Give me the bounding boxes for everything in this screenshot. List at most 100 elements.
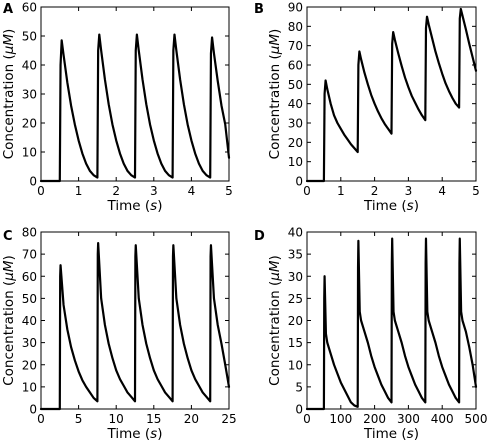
panel-d-x-tick-label: 500 bbox=[465, 412, 488, 426]
panel-d-y-axis-label: Concentration (μM) bbox=[267, 255, 283, 386]
panel-c-axes-frame bbox=[40, 231, 230, 410]
panel-d-x-axis-label: Time (s) bbox=[363, 426, 419, 442]
panel-a-y-axis-label-text: Concentration bbox=[1, 64, 17, 160]
panel-b-y-tick-label: 10 bbox=[288, 155, 303, 169]
panel-c-y-axis-label: Concentration (μM) bbox=[1, 255, 17, 386]
panel-c-x-axis-label-open: ( bbox=[141, 426, 151, 442]
panel-d-y-tick-label: 35 bbox=[288, 248, 303, 262]
panel-d-x-axis-label-close: ) bbox=[414, 426, 419, 442]
panel-d-ticks: 0 100 200 300 400 500 0 5 10 15 20 25 30 35 40 bbox=[288, 226, 488, 427]
panel-b-x-tick-label: 4 bbox=[438, 184, 446, 198]
panel-d-x-tick-label: 200 bbox=[363, 412, 386, 426]
panel-b-x-tick-label: 5 bbox=[472, 184, 480, 198]
panel-b-y-tick-label: 20 bbox=[288, 136, 303, 150]
panel-c-x-axis-label: Time (s) bbox=[107, 426, 163, 442]
panel-b-y-tick-label: 60 bbox=[288, 59, 303, 73]
panel-label-d: D bbox=[254, 229, 265, 244]
panel-c-y-tick-label: 50 bbox=[22, 292, 37, 306]
panel-a-x-tick-label: 3 bbox=[150, 184, 158, 198]
panel-b-x-axis-label-open: ( bbox=[397, 198, 407, 214]
panel-c-y-axis-label-text: Concentration bbox=[1, 290, 17, 386]
panel-a-x-tick-label: 1 bbox=[75, 184, 83, 198]
panel-label-c: C bbox=[3, 229, 13, 244]
panel-b-y-tick-label: 40 bbox=[288, 97, 303, 111]
panel-b-x-tick-label: 2 bbox=[371, 184, 379, 198]
panel-d-x-tick-label: 400 bbox=[431, 412, 454, 426]
panel-d-y-tick-label: 40 bbox=[288, 226, 303, 240]
panel-d-y-tick-label: 15 bbox=[288, 336, 303, 350]
panel-b-y-axis-unit: μM bbox=[267, 34, 283, 56]
panel-d-axes-frame bbox=[306, 231, 477, 410]
panel-c-y-tick-label: 60 bbox=[22, 270, 37, 284]
panel-a-x-tick-label: 2 bbox=[112, 184, 120, 198]
panel-d-y-axis-label-open: ( bbox=[267, 281, 283, 291]
panel-a-x-tick-label: 4 bbox=[188, 184, 196, 198]
panel-b-x-axis-label-text: Time bbox=[363, 198, 397, 214]
panel-a-series-line bbox=[39, 33, 231, 183]
panel-b-series-line bbox=[305, 7, 478, 183]
panel-c-x-tick-label: 10 bbox=[109, 412, 124, 426]
panel-c-x-axis-label-text: Time bbox=[107, 426, 141, 442]
panel-d-x-tick-label: 100 bbox=[329, 412, 352, 426]
panel-a-y-tick-label: 50 bbox=[22, 30, 37, 44]
panel-b-x-axis-label-close: ) bbox=[414, 198, 419, 214]
panel-c-x-axis-label-close: ) bbox=[157, 426, 162, 442]
panel-b-y-tick-label: 30 bbox=[288, 117, 303, 131]
panel-b-y-tick-label: 70 bbox=[288, 39, 303, 53]
panel-a-axes-frame bbox=[40, 6, 230, 182]
panel-c-series-line bbox=[39, 241, 231, 411]
panel-c-ticks: 0 5 10 15 20 25 0 10 20 30 40 50 60 70 80 bbox=[22, 226, 237, 427]
panel-a-x-axis-label-close: ) bbox=[157, 198, 162, 214]
panel-d-x-axis-unit: s bbox=[407, 426, 414, 442]
panel-d-series-line bbox=[305, 237, 478, 411]
panel-a-x-axis-label-open: ( bbox=[141, 198, 151, 214]
panel-c-y-tick-label: 30 bbox=[22, 336, 37, 350]
panel-a-y-tick-label: 0 bbox=[29, 175, 37, 189]
panel-label-a: A bbox=[3, 2, 13, 17]
panel-d-x-axis-label-open: ( bbox=[397, 426, 407, 442]
panel-b-x-tick-label: 3 bbox=[405, 184, 413, 198]
panel-a-y-axis-label-close: ) bbox=[1, 29, 17, 34]
panel-b-x-tick-label: 0 bbox=[303, 184, 311, 198]
panel-b-axes-frame bbox=[306, 6, 477, 182]
panel-c-y-tick-label: 70 bbox=[22, 248, 37, 262]
panel-a-x-tick-label: 5 bbox=[225, 184, 233, 198]
panel-a-y-axis-label-open: ( bbox=[1, 54, 17, 64]
panel-d-y-tick-label: 25 bbox=[288, 292, 303, 306]
panel-c-y-axis-unit: μM bbox=[1, 260, 17, 282]
panel-c-y-tick-label: 10 bbox=[22, 380, 37, 394]
panel-d-y-axis-label-text: Concentration bbox=[267, 290, 283, 386]
panel-a-y-tick-label: 30 bbox=[22, 88, 37, 102]
panel-a-y-axis-unit: μM bbox=[1, 34, 17, 56]
panel-c-y-tick-label: 80 bbox=[22, 226, 37, 240]
panel-d-x-axis-label-text: Time bbox=[363, 426, 397, 442]
panel-b-x-axis-unit: s bbox=[407, 198, 414, 214]
panel-a-y-tick-label: 10 bbox=[22, 146, 37, 160]
panel-a-x-axis-unit: s bbox=[150, 198, 157, 214]
panel-d-x-tick-label: 300 bbox=[397, 412, 420, 426]
panel-d: D 0 100 200 300 400 500 0 5 10 15 20 25 30 35 40 Time … bbox=[254, 226, 487, 442]
panel-a-y-tick-label: 20 bbox=[22, 117, 37, 131]
panel-a-y-tick-label: 60 bbox=[22, 1, 37, 15]
panel-a-x-axis-label-text: Time bbox=[107, 198, 141, 214]
panel-a-y-axis-label: Concentration (μM) bbox=[1, 29, 17, 160]
panel-d-x-tick-label: 0 bbox=[303, 412, 311, 426]
panel-c-x-tick-label: 0 bbox=[37, 412, 45, 426]
panel-c-x-tick-label: 15 bbox=[146, 412, 161, 426]
panel-b-y-tick-label: 90 bbox=[288, 1, 303, 15]
panel-c-y-tick-label: 0 bbox=[29, 403, 37, 417]
panel-c-y-tick-label: 40 bbox=[22, 314, 37, 328]
panel-a-y-tick-label: 40 bbox=[22, 59, 37, 73]
panel-b-y-axis-label: Concentration (μM) bbox=[267, 29, 283, 160]
panel-c-x-axis-unit: s bbox=[150, 426, 157, 442]
panel-c-x-tick-label: 5 bbox=[75, 412, 83, 426]
panel-d-y-tick-label: 30 bbox=[288, 270, 303, 284]
panel-b-y-axis-label-text: Concentration bbox=[267, 64, 283, 160]
panel-d-y-tick-label: 0 bbox=[295, 403, 303, 417]
panel-d-y-tick-label: 20 bbox=[288, 314, 303, 328]
panel-d-y-axis-label-close: ) bbox=[267, 255, 283, 260]
panel-c-x-tick-label: 20 bbox=[184, 412, 199, 426]
